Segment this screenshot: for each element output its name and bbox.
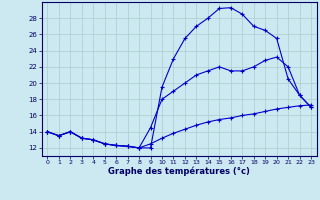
- X-axis label: Graphe des températures (°c): Graphe des températures (°c): [108, 167, 250, 176]
